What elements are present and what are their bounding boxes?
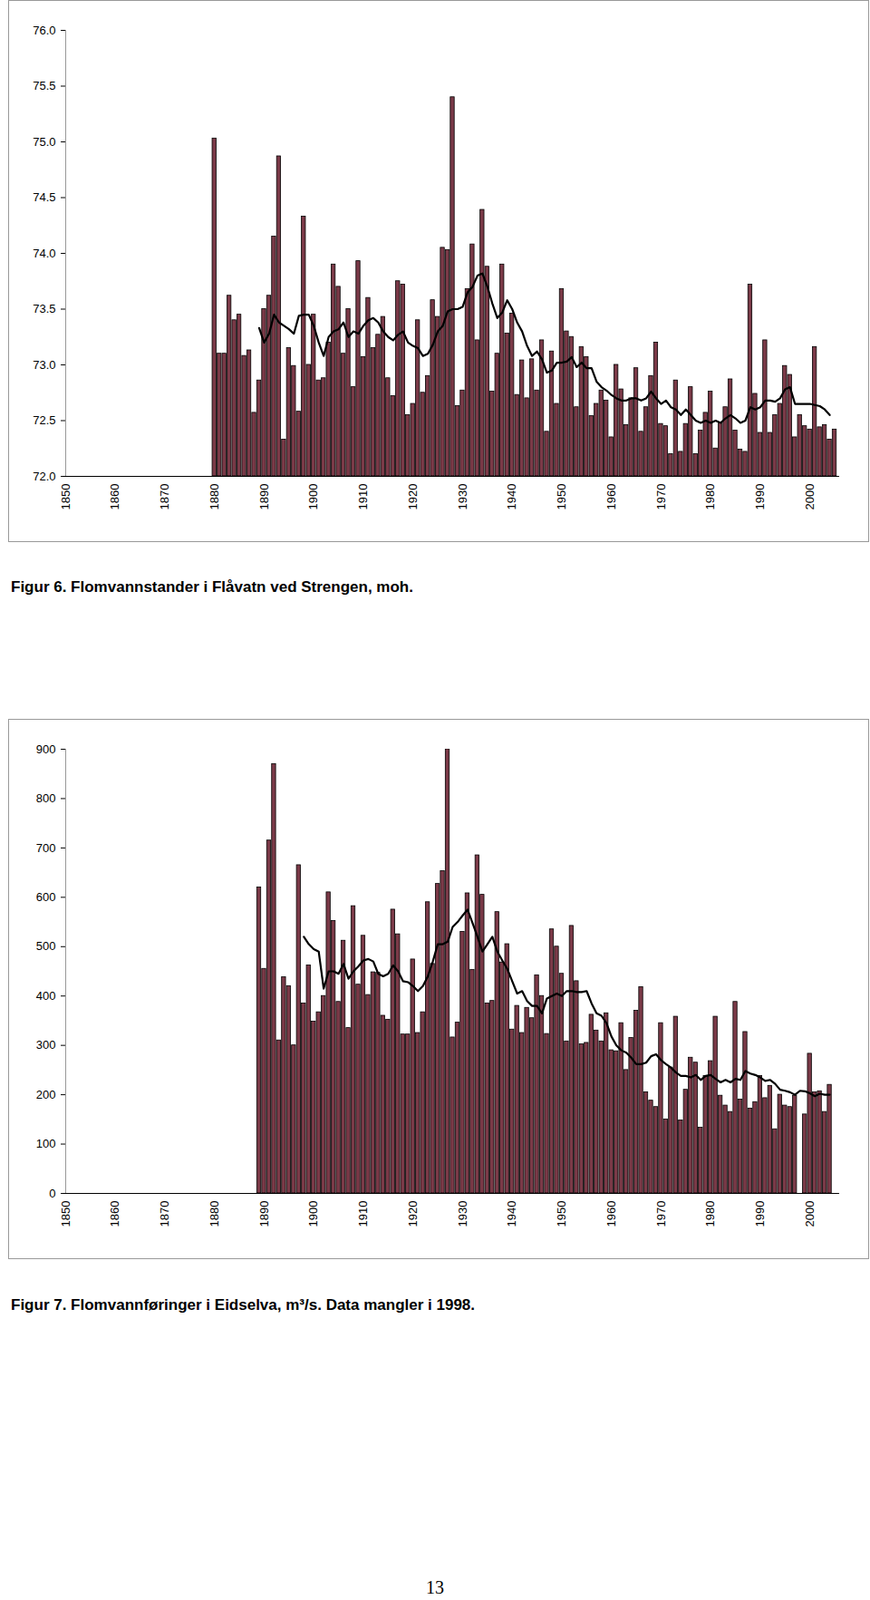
- svg-text:1930: 1930: [455, 1200, 470, 1228]
- svg-text:1950: 1950: [554, 1200, 569, 1228]
- svg-text:1990: 1990: [753, 483, 767, 511]
- svg-text:1970: 1970: [654, 483, 668, 511]
- svg-text:2000: 2000: [802, 1200, 817, 1228]
- svg-text:2000: 2000: [802, 483, 817, 511]
- svg-text:1860: 1860: [107, 483, 122, 511]
- html-text:Figur 7. Flomvannføringer i Ei: Figur 7. Flomvannføringer i Eidselva, m³…: [10, 1295, 475, 1314]
- svg-text:1880: 1880: [207, 1200, 222, 1228]
- svg-text:1990: 1990: [753, 1200, 767, 1228]
- svg-text:1870: 1870: [157, 483, 172, 511]
- svg-text:73.0: 73.0: [32, 357, 56, 372]
- svg-text:200: 200: [36, 1087, 57, 1102]
- svg-text:500: 500: [36, 938, 57, 953]
- svg-text:75.0: 75.0: [32, 135, 56, 149]
- svg-text:74.0: 74.0: [32, 246, 56, 261]
- svg-text:1900: 1900: [306, 483, 320, 511]
- svg-text:1940: 1940: [504, 1200, 519, 1228]
- svg-text:76.0: 76.0: [32, 23, 56, 38]
- svg-text:900: 900: [36, 742, 57, 756]
- svg-text:1920: 1920: [406, 483, 420, 511]
- svg-text:1930: 1930: [455, 483, 470, 511]
- svg-text:1960: 1960: [604, 1200, 619, 1228]
- svg-text:1910: 1910: [356, 1200, 370, 1228]
- html-text:13: 13: [425, 1576, 445, 1597]
- svg-text:72.0: 72.0: [32, 469, 56, 484]
- svg-text:73.5: 73.5: [32, 301, 56, 316]
- svg-text:1850: 1850: [58, 1200, 73, 1228]
- svg-text:1980: 1980: [703, 1200, 717, 1228]
- svg-text:800: 800: [36, 791, 57, 805]
- svg-text:1960: 1960: [604, 483, 619, 511]
- svg-text:75.5: 75.5: [32, 78, 56, 93]
- svg-text:1950: 1950: [554, 483, 569, 511]
- svg-text:300: 300: [36, 1037, 57, 1052]
- svg-text:1890: 1890: [257, 1200, 271, 1228]
- svg-text:600: 600: [36, 889, 57, 904]
- svg-text:1900: 1900: [306, 1200, 320, 1228]
- svg-text:72.5: 72.5: [32, 413, 56, 427]
- svg-text:1890: 1890: [257, 483, 271, 511]
- svg-text:1980: 1980: [703, 483, 717, 511]
- html-text:Figur 6. Flomvannstander i Flå: Figur 6. Flomvannstander i Flåvatn ved S…: [10, 578, 414, 596]
- svg-text:700: 700: [36, 841, 57, 855]
- svg-text:1970: 1970: [654, 1200, 668, 1228]
- svg-text:1860: 1860: [107, 1200, 122, 1228]
- svg-text:1870: 1870: [157, 1200, 172, 1228]
- svg-text:1920: 1920: [406, 1200, 420, 1228]
- svg-text:400: 400: [36, 988, 57, 1003]
- svg-text:100: 100: [36, 1136, 57, 1151]
- svg-text:0: 0: [48, 1186, 56, 1200]
- svg-text:1940: 1940: [504, 483, 519, 511]
- svg-text:1880: 1880: [207, 483, 222, 511]
- svg-text:74.5: 74.5: [32, 190, 56, 204]
- svg-text:1850: 1850: [58, 483, 73, 511]
- svg-text:1910: 1910: [356, 483, 370, 511]
